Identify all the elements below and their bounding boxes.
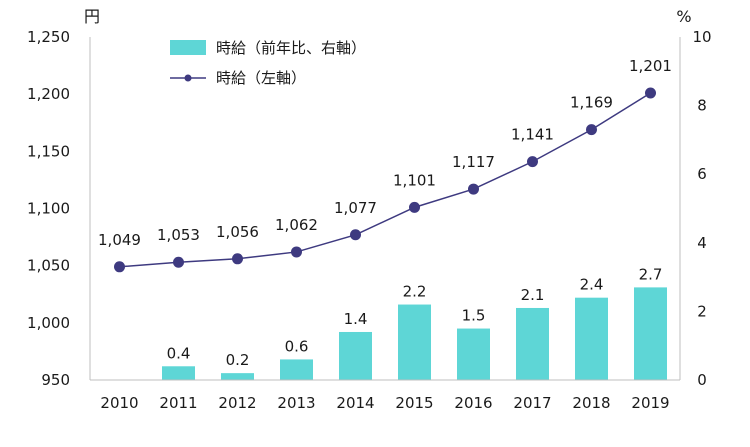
line-point-2011: [173, 256, 184, 268]
bar-2016: [457, 328, 490, 380]
line-label-2010: 1,049: [98, 231, 141, 249]
x-tick-label: 2018: [572, 394, 610, 412]
line-label-2015: 1,101: [393, 171, 436, 189]
line-label-2013: 1,062: [275, 216, 318, 234]
x-tick-label: 2012: [218, 394, 256, 412]
right-tick-label: 6: [697, 165, 707, 183]
left-tick-label: 1,100: [27, 200, 70, 218]
bar-2017: [516, 307, 549, 380]
left-tick-label: 1,200: [27, 85, 70, 103]
x-tick-label: 2017: [513, 394, 551, 412]
x-tick-label: 2019: [631, 394, 669, 412]
line-point-2019: [645, 87, 656, 99]
line-point-2016: [468, 183, 479, 195]
x-tick-label: 2011: [159, 394, 197, 412]
line-label-group: 1,049 1,053 1,056 1,062 1,077 1,101 1,117 1,141…: [98, 57, 672, 249]
bar-label-2012: 0.2: [226, 351, 250, 369]
bar-label-group: 0.4 0.2 0.6 1.4 2.2 1.5 2.1 2.4 2.7: [167, 265, 663, 369]
x-tick-label: 2014: [336, 394, 374, 412]
right-axis-unit: %: [676, 7, 691, 26]
line-point-2014: [350, 229, 361, 241]
line-label-2016: 1,117: [452, 153, 495, 171]
line-label-2017: 1,141: [511, 126, 554, 144]
left-tick-label: 1,050: [27, 257, 70, 275]
line-point-2013: [291, 246, 302, 258]
bar-label-2013: 0.6: [285, 337, 309, 355]
axes: 950 1,000 1,050 1,100 1,150 1,200 1,250 0 2 4 6 8 10…: [27, 7, 712, 412]
right-tick-label: 10: [692, 28, 711, 46]
right-tick-label: 2: [697, 302, 707, 320]
legend-line-marker: [184, 74, 192, 82]
line-point-2018: [586, 124, 597, 136]
right-tick-label: 0: [697, 371, 707, 389]
line-label-2012: 1,056: [216, 223, 259, 241]
bar-label-2015: 2.2: [403, 283, 427, 301]
line-point-2015: [409, 201, 420, 213]
left-axis-unit: 円: [84, 7, 100, 26]
left-tick-label: 950: [41, 371, 70, 389]
line-label-2019: 1,201: [629, 57, 672, 75]
bar-2019: [634, 287, 667, 380]
line-label-2011: 1,053: [157, 226, 200, 244]
right-tick-label: 4: [697, 234, 707, 252]
bar-label-2018: 2.4: [580, 276, 604, 294]
line-point-2012: [232, 253, 243, 265]
bar-label-2014: 1.4: [344, 310, 368, 328]
left-tick-label: 1,250: [27, 28, 70, 46]
bar-2013: [280, 359, 313, 380]
right-tick-label: 8: [697, 97, 707, 115]
x-tick-label: 2013: [277, 394, 315, 412]
legend: 時給（前年比、右軸） 時給（左軸）: [170, 39, 366, 87]
x-tick-label: 2015: [395, 394, 433, 412]
bar-2012: [221, 373, 254, 380]
bar-2014: [339, 331, 372, 380]
bar-series: [162, 287, 667, 380]
bar-label-2011: 0.4: [167, 344, 191, 362]
line-series: [114, 87, 656, 273]
left-tick-label: 1,150: [27, 142, 70, 160]
x-tick-label: 2010: [100, 394, 138, 412]
legend-bar-label: 時給（前年比、右軸）: [216, 39, 366, 57]
bar-label-2017: 2.1: [521, 286, 545, 304]
legend-bar-swatch: [170, 40, 206, 55]
bar-2018: [575, 297, 608, 380]
line-label-2018: 1,169: [570, 94, 613, 112]
line-path: [119, 92, 651, 268]
bar-2011: [162, 366, 195, 380]
bar-label-2019: 2.7: [639, 265, 663, 283]
bar-label-2016: 1.5: [462, 307, 486, 325]
bar-2015: [398, 304, 431, 380]
line-point-2017: [527, 156, 538, 168]
legend-line-label: 時給（左軸）: [216, 69, 306, 87]
line-label-2014: 1,077: [334, 199, 377, 217]
x-tick-label: 2016: [454, 394, 492, 412]
left-tick-label: 1,000: [27, 314, 70, 332]
line-point-2010: [114, 261, 125, 273]
